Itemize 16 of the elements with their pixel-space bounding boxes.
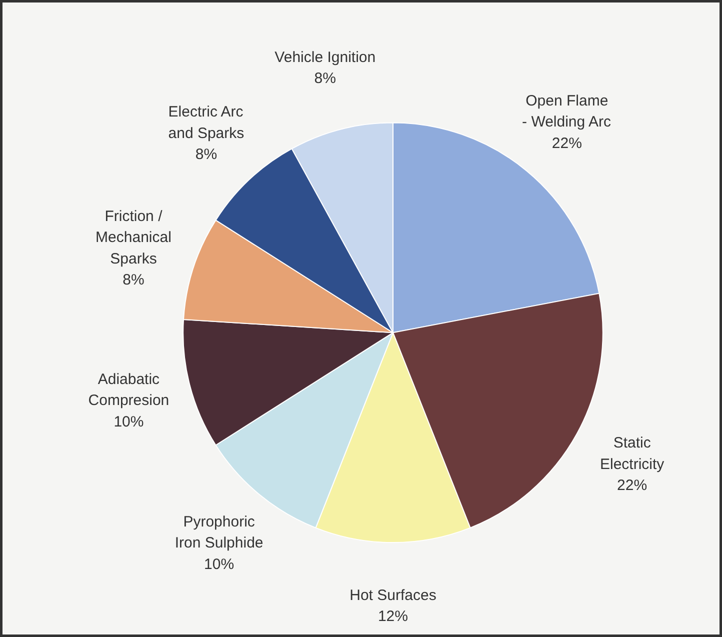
slice-label: Vehicle Ignition bbox=[274, 48, 376, 66]
slice-label: Static Electricity bbox=[600, 434, 665, 473]
data-label: 8% bbox=[314, 70, 336, 88]
slice-label: Pyrophoric Iron Sulphide bbox=[174, 513, 264, 552]
slice-label: Adiabatic Compresion bbox=[88, 370, 170, 410]
data-label: 10% bbox=[114, 413, 144, 430]
slice-label: Open Flame - Welding Arc bbox=[522, 92, 612, 131]
data-label: 22% bbox=[617, 477, 648, 494]
data-label: 8% bbox=[122, 272, 144, 289]
data-label: 12% bbox=[378, 608, 408, 626]
data-label: 10% bbox=[204, 556, 234, 573]
slice-label: Friction / Mechanical Sparks bbox=[96, 208, 172, 268]
data-label: 22% bbox=[552, 134, 582, 152]
data-label: 8% bbox=[195, 146, 218, 164]
slice-label: Hot Surfaces bbox=[350, 586, 436, 604]
slice-label: Electric Arc and Sparks bbox=[168, 104, 244, 142]
